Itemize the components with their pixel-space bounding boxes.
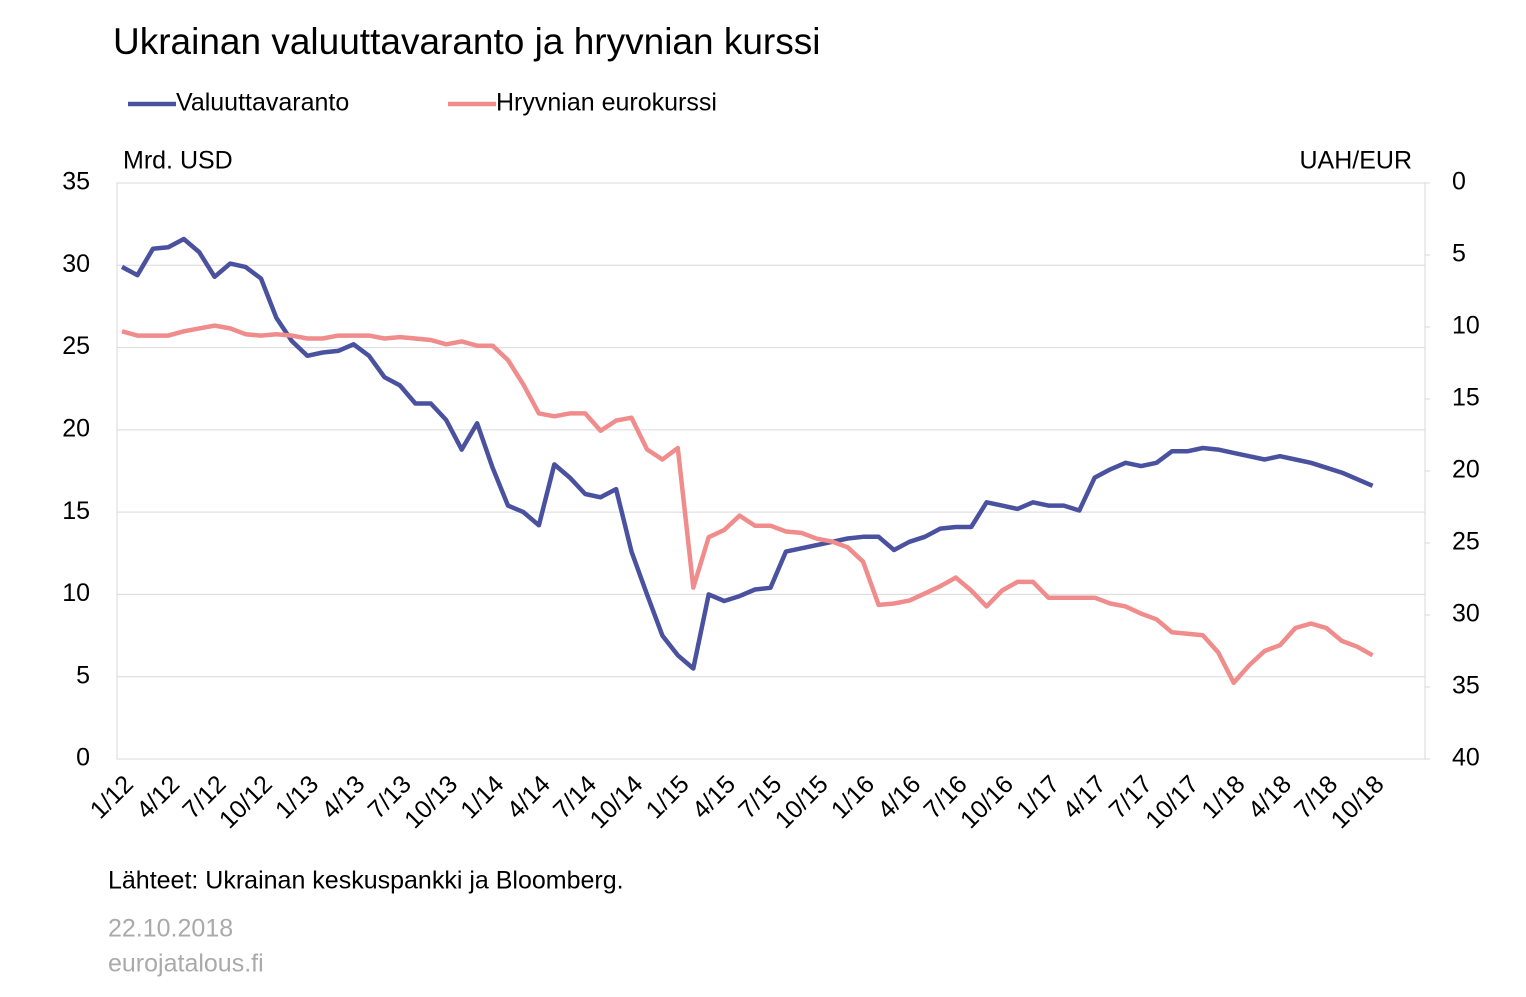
x-tick-label: 10/14 [584, 770, 648, 834]
x-tick-label: 4/18 [1243, 770, 1297, 824]
x-tick-label: 10/13 [399, 770, 463, 834]
y2-tick-label: 35 [1452, 672, 1480, 700]
y2-tick-label: 30 [1452, 600, 1480, 628]
y2-tick-label: 5 [1452, 240, 1466, 268]
x-tick-label: 4/13 [316, 770, 370, 824]
x-tick-label: 4/15 [687, 770, 741, 824]
x-tick-label: 10/16 [955, 770, 1019, 834]
legend-label: Valuuttavaranto [176, 89, 349, 117]
x-tick-label: 10/18 [1326, 770, 1390, 834]
x-tick-label: 10/17 [1140, 770, 1204, 834]
x-tick-label: 1/14 [455, 770, 509, 824]
series-line [120, 236, 1374, 671]
date: 22.10.2018 [108, 915, 233, 943]
x-tick-label: 1/15 [641, 770, 695, 824]
website: eurojatalous.fi [108, 950, 264, 978]
y-tick-label: 35 [62, 168, 90, 196]
x-tick-label: 1/18 [1196, 770, 1250, 824]
y-tick-label: 0 [76, 744, 90, 772]
y2-tick-label: 0 [1452, 168, 1466, 196]
x-tick-label: 1/13 [270, 770, 324, 824]
y2-axis-label: UAH/EUR [1299, 147, 1412, 175]
y2-tick-label: 10 [1452, 312, 1480, 340]
y-axis-label: Mrd. USD [123, 147, 233, 175]
y-tick-label: 20 [62, 414, 90, 442]
x-tick-label: 4/14 [502, 770, 556, 824]
series-line [121, 323, 1374, 685]
x-tick-label: 10/12 [214, 770, 278, 834]
y2-tick-label: 25 [1452, 528, 1480, 556]
y2-tick-label: 15 [1452, 384, 1480, 412]
chart-title: Ukrainan valuuttavaranto ja hryvnian kur… [113, 21, 820, 62]
legend-label: Hryvnian eurokurssi [496, 89, 717, 117]
y-tick-label: 25 [62, 332, 90, 360]
x-tick-label: 1/16 [826, 770, 880, 824]
x-tick-label: 4/12 [131, 770, 185, 824]
y2-tick-label: 20 [1452, 456, 1480, 484]
x-tick-label: 1/17 [1011, 770, 1065, 824]
y-tick-label: 30 [62, 250, 90, 278]
x-tick-label: 10/15 [770, 770, 834, 834]
y-tick-label: 10 [62, 579, 90, 607]
source: Lähteet: Ukrainan keskuspankki ja Bloomb… [108, 867, 624, 895]
x-tick-label: 4/16 [872, 770, 926, 824]
x-tick-label: 1/12 [85, 770, 139, 824]
x-tick-label: 4/17 [1057, 770, 1111, 824]
y-tick-label: 15 [62, 497, 90, 525]
y2-tick-label: 40 [1452, 744, 1480, 772]
y-tick-label: 5 [76, 661, 90, 689]
